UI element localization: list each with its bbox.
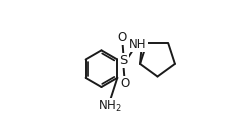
Text: NH$_2$: NH$_2$ <box>98 99 122 114</box>
Text: O: O <box>118 31 127 44</box>
Text: O: O <box>120 77 129 90</box>
Text: S: S <box>119 54 128 67</box>
Text: NH: NH <box>129 38 147 51</box>
